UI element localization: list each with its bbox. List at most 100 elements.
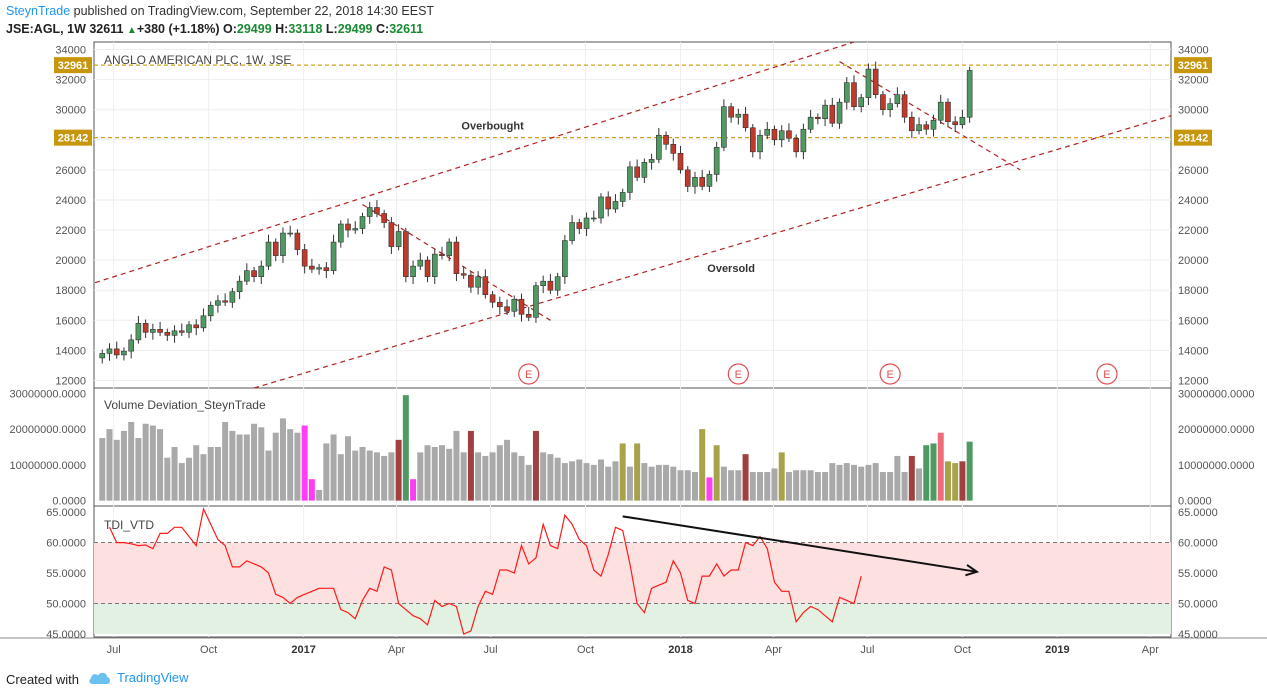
price-tick-right: 32000	[1178, 75, 1209, 87]
volume-bar	[583, 463, 590, 501]
volume-bar	[446, 448, 453, 501]
volume-bar	[258, 427, 265, 501]
volume-bar	[764, 472, 771, 501]
volume-bar	[207, 447, 214, 501]
candle-body	[424, 259, 431, 277]
tdi-tick-right: 45.0000	[1178, 629, 1218, 641]
volume-bar	[778, 452, 785, 501]
candle-body	[728, 106, 734, 118]
candle-body	[533, 285, 539, 318]
candle-body	[627, 166, 633, 193]
open-label: O:	[223, 22, 237, 36]
candle-body	[215, 300, 221, 306]
volume-bar	[663, 464, 670, 501]
candle-body	[381, 213, 387, 223]
candle-body	[757, 134, 763, 153]
candle-body	[489, 294, 496, 303]
candle-body	[330, 241, 337, 271]
price-tick-left: 32000	[55, 75, 86, 87]
volume-bar	[171, 447, 178, 501]
earnings-marker-icon	[518, 363, 540, 385]
volume-bar	[540, 452, 547, 501]
time-tick-label: Jul	[483, 644, 497, 656]
volume-bar	[598, 459, 605, 501]
candle-body	[598, 196, 604, 219]
volume-bar	[475, 452, 482, 501]
volume-bar	[720, 466, 727, 501]
candle-body	[142, 323, 149, 333]
up-arrow-icon: ▲	[126, 25, 137, 36]
volume-bar	[749, 472, 756, 501]
author-link[interactable]: SteynTrade	[6, 4, 71, 18]
symbol-label: JSE:AGL, 1W	[6, 22, 86, 36]
volume-bar	[489, 452, 496, 501]
volume-bar	[467, 430, 474, 501]
candle-body	[721, 106, 727, 148]
time-tick-label: Jul	[860, 644, 874, 656]
volume-bar	[532, 430, 539, 501]
volume-bar	[872, 463, 879, 501]
candle-body	[135, 323, 142, 341]
candle-body	[656, 134, 662, 160]
volume-bar	[742, 454, 749, 501]
tdi-band	[94, 603, 1171, 634]
candle-body	[460, 273, 467, 276]
volume-bar	[308, 479, 315, 501]
volume-bar	[496, 445, 503, 501]
price-tick-left: 14000	[55, 345, 86, 357]
candle-body	[482, 276, 489, 296]
candle-body	[699, 177, 706, 187]
volume-tick-right: 20000000.0000	[1178, 424, 1254, 436]
candle-body	[771, 128, 778, 141]
volume-bar	[807, 470, 814, 501]
channel-upper-line	[94, 42, 855, 284]
volume-bar	[706, 477, 713, 501]
price-pane-title: ANGLO AMERICAN PLC, 1W, JSE	[104, 53, 291, 67]
candle-body	[692, 177, 698, 187]
volume-bar	[395, 439, 402, 501]
footer: Created with TradingView	[0, 666, 1267, 697]
candle-body	[121, 350, 127, 356]
time-tick-label: Oct	[200, 644, 217, 656]
candle-body	[793, 137, 799, 153]
tdi-tick-right: 60.0000	[1178, 538, 1218, 550]
chart-annotation: Overbought	[461, 120, 524, 132]
volume-bar	[561, 463, 568, 501]
candle-body	[171, 330, 178, 336]
candle-body	[511, 298, 518, 312]
candle-body	[99, 353, 106, 359]
candle-body	[966, 70, 973, 118]
volume-tick-left: 20000000.0000	[10, 424, 86, 436]
tradingview-link[interactable]: TradingView	[88, 670, 189, 685]
high-label: H:	[275, 22, 289, 36]
candle-body	[388, 222, 395, 247]
chart-annotation: Oversold	[707, 263, 755, 275]
candle-body	[403, 231, 409, 277]
volume-bar	[757, 472, 764, 501]
earnings-marker-label: E	[1103, 369, 1110, 381]
candle-body	[410, 265, 416, 277]
volume-bar	[214, 447, 221, 501]
volume-bar	[511, 452, 518, 501]
tdi-pane-title: TDI_VTD	[104, 518, 154, 532]
volume-bar	[952, 463, 959, 501]
volume-bar	[337, 454, 344, 501]
candle-body	[352, 228, 359, 231]
volume-bar	[373, 452, 380, 501]
candle-body	[229, 291, 236, 303]
candle-body	[562, 240, 568, 277]
volume-bar	[836, 464, 843, 501]
candle-body	[540, 280, 546, 287]
candle-body	[858, 97, 865, 107]
level-badge-left	[54, 129, 92, 146]
candle-body	[287, 232, 293, 235]
time-tick-label: Oct	[577, 644, 594, 656]
candle-body	[894, 94, 901, 104]
level-badge-right-text: 32961	[1178, 60, 1209, 72]
divergence-arrow-line	[622, 515, 978, 573]
candle-body	[590, 217, 597, 220]
candle-body	[815, 116, 821, 120]
volume-bar	[843, 463, 850, 501]
candle-body	[258, 265, 265, 277]
